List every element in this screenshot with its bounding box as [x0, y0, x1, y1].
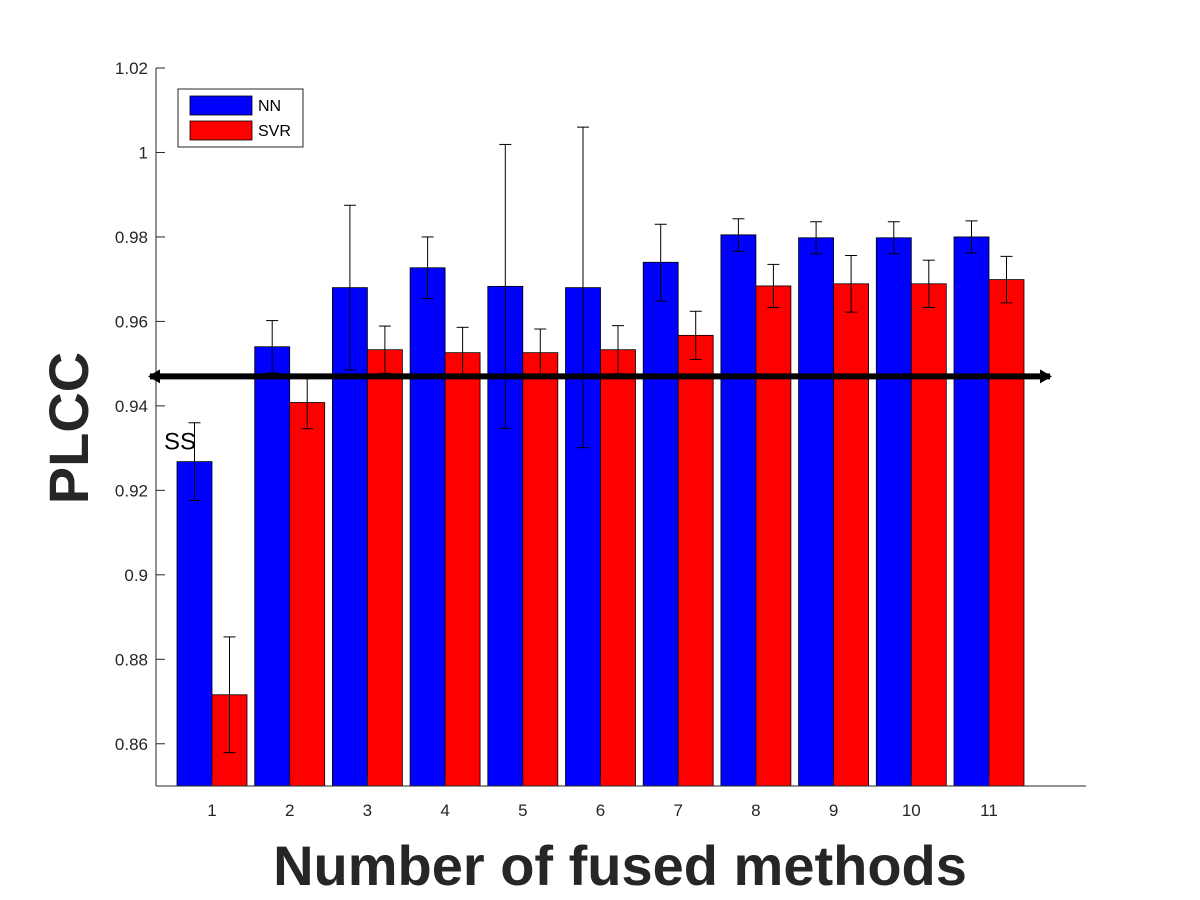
legend-label-svr: SVR	[258, 123, 291, 140]
bar-nn-2	[254, 346, 291, 787]
legend-label-nn: NN	[258, 98, 281, 115]
bar-svr-6	[600, 349, 636, 787]
bar-nn-8	[720, 234, 757, 787]
bar-svr-4	[444, 352, 481, 787]
error-bar-svr-9	[845, 255, 858, 313]
error-bar-svr-8	[767, 263, 780, 308]
bar-nn-7	[642, 261, 679, 787]
x-tick-label: 10	[902, 801, 921, 820]
reference-line-left-marker	[148, 369, 160, 384]
error-bar-nn-11	[965, 220, 978, 254]
x-tick-label: 3	[363, 801, 372, 820]
bar-nn-3	[331, 287, 368, 787]
x-tick-label: 11	[980, 801, 998, 820]
bar-svr-5	[522, 352, 559, 787]
bar-svr-10	[910, 283, 947, 787]
error-bar-nn-2	[266, 320, 279, 374]
y-tick-label: 0.98	[115, 228, 148, 247]
x-axis-title: Number of fused methods	[273, 834, 967, 897]
y-tick-label: 0.94	[115, 397, 148, 416]
error-bar-nn-1	[188, 422, 201, 501]
y-axis-title: PLCC	[37, 352, 100, 504]
bar-svr-9	[833, 283, 869, 787]
error-bar-svr-11	[1000, 255, 1013, 304]
legend-swatch-nn	[189, 95, 253, 116]
y-tick-label: 1	[139, 143, 148, 162]
annotation-layer: SS	[164, 428, 196, 455]
error-bar-nn-8	[732, 218, 745, 252]
x-tick-label: 9	[829, 801, 838, 820]
x-tick-label: 2	[285, 801, 294, 820]
reference-line-right-marker	[1040, 369, 1052, 384]
error-bar-nn-4	[421, 236, 434, 300]
x-tick-label: 6	[596, 801, 605, 820]
error-bars-layer	[188, 126, 1013, 754]
bar-nn-4	[409, 267, 446, 787]
error-bar-nn-3	[343, 204, 356, 371]
legend-swatch-svr	[189, 120, 253, 141]
y-tick-label: 0.86	[115, 735, 148, 754]
bar-svr-7	[677, 334, 714, 787]
error-bar-svr-10	[922, 259, 935, 308]
error-bar-nn-10	[887, 221, 900, 255]
x-tick-label: 1	[207, 801, 216, 820]
annotation-label: SS	[164, 428, 196, 455]
bar-svr-2	[289, 402, 326, 787]
x-tick-label: 8	[751, 801, 760, 820]
legend: NN SVR	[177, 88, 304, 148]
y-tick-label: 0.9	[124, 566, 148, 585]
error-bar-nn-7	[654, 223, 667, 302]
bar-nn-10	[875, 237, 912, 787]
error-bar-svr-7	[689, 310, 702, 360]
bar-nn-9	[798, 237, 834, 787]
y-tick-label: 0.92	[115, 481, 148, 500]
x-tick-label: 5	[518, 801, 527, 820]
y-tick-label: 1.02	[115, 59, 148, 78]
error-bar-nn-9	[810, 221, 823, 255]
bar-svr-8	[755, 285, 792, 787]
error-bar-svr-1	[223, 636, 236, 754]
bar-nn-11	[953, 236, 990, 787]
y-tick-label: 0.88	[115, 650, 148, 669]
error-bar-nn-6	[577, 126, 589, 449]
bar-nn-1	[176, 461, 213, 787]
bar-svr-3	[366, 349, 403, 787]
x-tick-label: 4	[440, 801, 449, 820]
x-tick-label: 7	[673, 801, 682, 820]
reference-line	[148, 369, 1052, 384]
axes-layer: 0.86 0.88 0.9 0.92 0.94 0.96 0.98 1 1.02 1 2 3 4 5 6 7 8…	[115, 59, 1086, 820]
bar-svr-11	[988, 279, 1025, 787]
error-bar-nn-5	[499, 143, 512, 429]
y-tick-label: 0.96	[115, 312, 148, 331]
reference-line-layer	[148, 369, 1052, 384]
bars-layer	[176, 234, 1025, 787]
